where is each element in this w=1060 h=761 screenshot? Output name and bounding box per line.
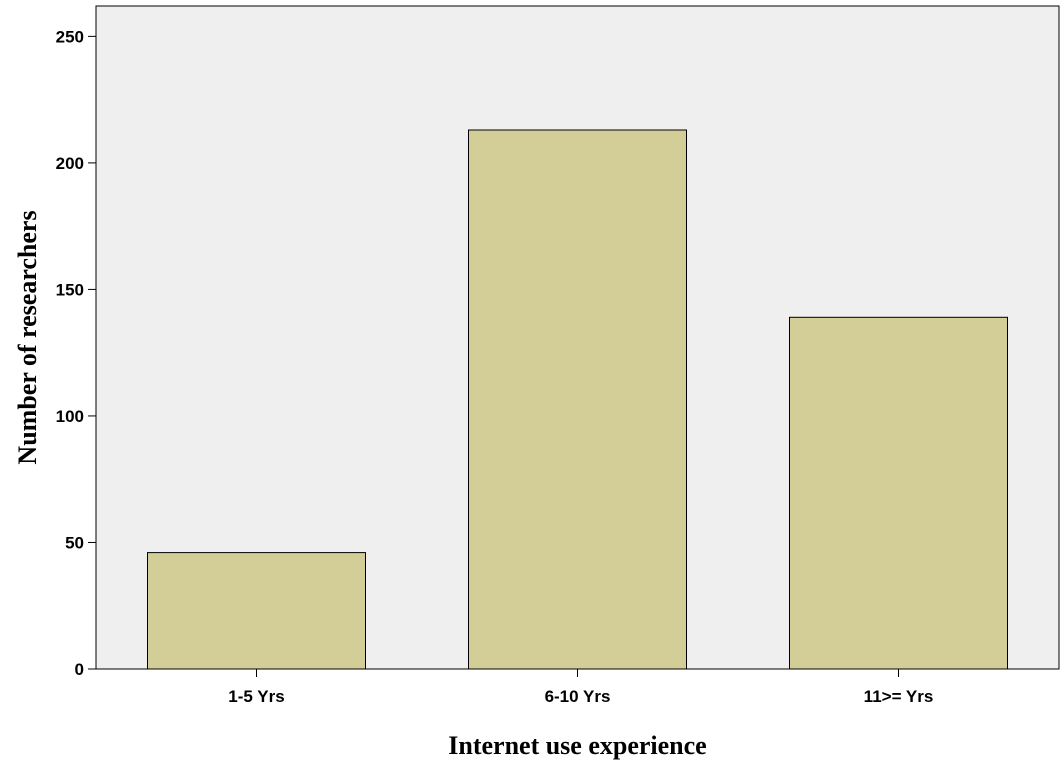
- x-axis-title: Internet use experience: [448, 731, 706, 760]
- y-axis: 0 50 100 150 200 250: [56, 6, 97, 679]
- bar-3: [789, 316, 1008, 670]
- x-axis: 1-5 Yrs 6-10 Yrs 11>= Yrs: [96, 668, 1059, 706]
- y-tick-label: 250: [56, 27, 84, 46]
- y-tick-label: 150: [56, 280, 84, 299]
- y-tick-label: 200: [56, 154, 84, 173]
- x-tick-label: 1-5 Yrs: [228, 687, 284, 706]
- x-tick-label: 6-10 Yrs: [545, 687, 611, 706]
- x-tick-label: 11>= Yrs: [864, 687, 934, 706]
- y-tick-label: 100: [56, 407, 84, 426]
- bar-2: [468, 129, 687, 670]
- y-tick-label: 0: [75, 660, 84, 679]
- bars-group: [147, 129, 1008, 670]
- bar-1: [147, 552, 366, 670]
- y-axis-title: Number of researchers: [13, 210, 42, 464]
- y-tick-label: 50: [65, 533, 84, 552]
